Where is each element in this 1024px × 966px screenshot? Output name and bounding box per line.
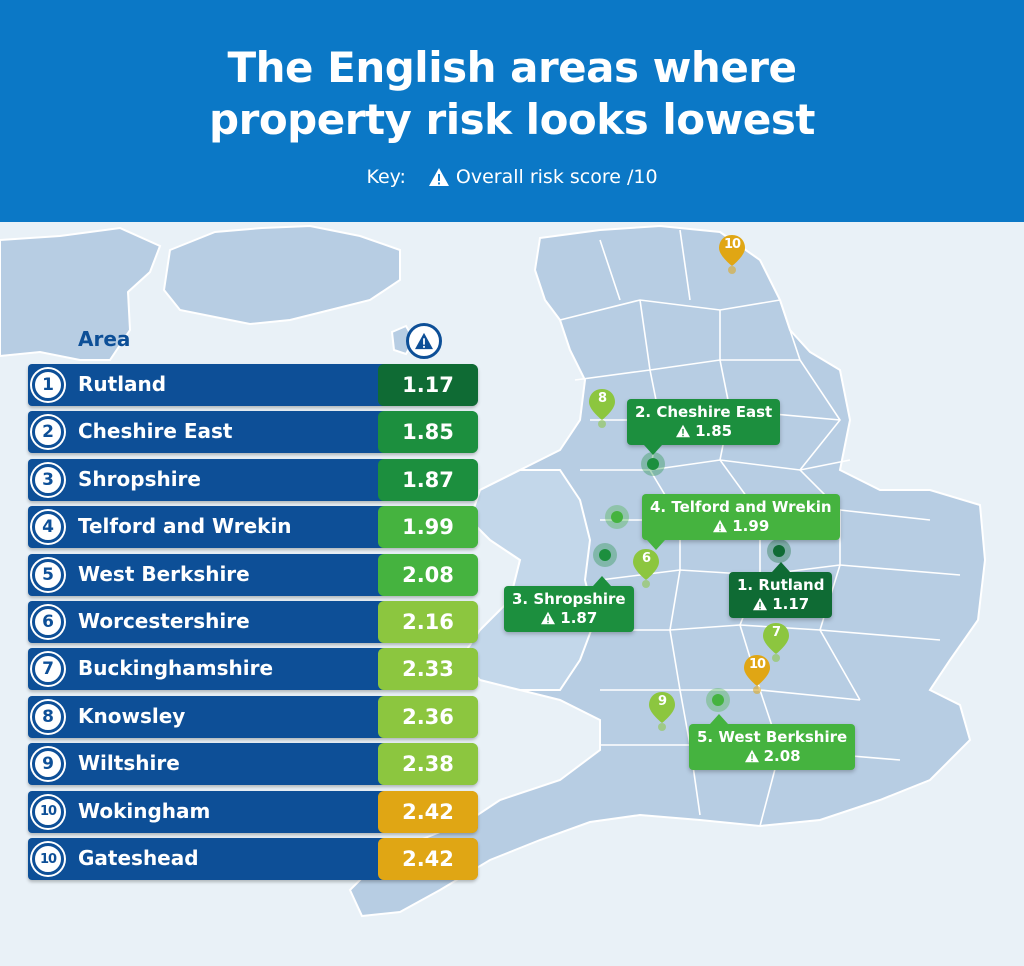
table-row: 1 Rutland 1.17 <box>28 364 478 406</box>
callout-score: 1.17 <box>772 595 810 613</box>
key-legend: Key: Overall risk score /10 <box>0 166 1024 188</box>
area-name: Gateshead <box>78 846 199 870</box>
risk-score: 2.16 <box>378 601 478 643</box>
risk-score: 1.17 <box>378 364 478 406</box>
warning-triangle-icon <box>744 749 759 763</box>
rank-badge: 10 <box>32 795 64 828</box>
table-row: 9 Wiltshire 2.38 <box>28 743 478 786</box>
risk-score: 2.42 <box>378 790 478 833</box>
pin-label: 9 <box>657 694 667 709</box>
warning-triangle-icon <box>415 332 433 350</box>
map-pin-icon: 10 <box>743 654 771 694</box>
map-pin-icon: 7 <box>762 622 790 662</box>
callout-score: 1.85 <box>695 422 733 440</box>
map-pin-icon: 8 <box>588 388 616 428</box>
area-name: Knowsley <box>78 703 186 728</box>
rank-badge: 5 <box>32 558 64 591</box>
area-name: Shropshire <box>78 466 201 491</box>
map-callout: 4. Telford and Wrekin 1.99 <box>642 494 840 550</box>
table-row: 10 Wokingham 2.42 <box>28 790 478 833</box>
key-label: Key: <box>366 166 406 188</box>
rank-badge: 2 <box>32 416 64 449</box>
key-text: Overall risk score /10 <box>455 166 658 188</box>
map-callout: 3. Shropshire 1.87 <box>504 576 634 632</box>
table-row: 5 West Berkshire 2.08 <box>28 553 478 596</box>
table-row: 10 Gateshead 2.42 <box>28 838 478 880</box>
risk-score: 2.08 <box>378 553 478 596</box>
title-line-1: The English areas where <box>227 43 797 92</box>
callout-label: 3. Shropshire <box>512 590 626 608</box>
rank-badge: 7 <box>32 653 64 686</box>
warning-triangle-icon <box>676 424 691 438</box>
table-row: 3 Shropshire 1.87 <box>28 458 478 501</box>
callout-label: 4. Telford and Wrekin <box>650 498 832 516</box>
risk-score: 1.99 <box>378 506 478 549</box>
rank-badge: 3 <box>32 463 64 496</box>
column-header-area: Area <box>78 327 131 351</box>
map-pin-icon: 9 <box>648 691 676 731</box>
risk-score: 2.38 <box>378 743 478 786</box>
risk-score: 2.33 <box>378 648 478 691</box>
pin-label: 7 <box>771 625 781 640</box>
risk-score: 1.87 <box>378 458 478 501</box>
rank-badge: 8 <box>32 700 64 733</box>
table-row: 6 Worcestershire 2.16 <box>28 601 478 643</box>
area-name: Worcestershire <box>78 609 250 633</box>
map-callout: 1. Rutland 1.17 <box>729 562 833 618</box>
area-name: Buckinghamshire <box>78 656 274 681</box>
area-name: Wokingham <box>78 798 211 823</box>
area-name: Rutland <box>78 372 167 396</box>
pin-label: 6 <box>641 551 651 566</box>
table-row: 8 Knowsley 2.36 <box>28 695 478 738</box>
callout-score: 1.99 <box>732 517 770 535</box>
warning-triangle-icon <box>428 168 449 186</box>
pin-label: 8 <box>597 391 607 406</box>
area-name: Telford and Wrekin <box>78 514 292 539</box>
pin-label: 10 <box>723 237 741 252</box>
table-row: 4 Telford and Wrekin 1.99 <box>28 506 478 549</box>
area-name: Wiltshire <box>78 751 180 776</box>
rank-badge: 1 <box>32 369 64 401</box>
callout-label: 1. Rutland <box>737 576 825 594</box>
warning-triangle-icon <box>713 519 728 533</box>
risk-score: 2.42 <box>378 838 478 880</box>
callout-label: 2. Cheshire East <box>635 403 773 421</box>
area-name: Cheshire East <box>78 419 233 444</box>
rank-badge: 10 <box>32 843 64 875</box>
table-row: 2 Cheshire East 1.85 <box>28 411 478 454</box>
map-pin-icon: 6 <box>632 548 660 588</box>
map-callout: 5. West Berkshire 2.08 <box>689 714 856 770</box>
risk-score: 2.36 <box>378 695 478 738</box>
rank-badge: 6 <box>32 606 64 638</box>
callout-score: 1.87 <box>560 609 598 627</box>
rank-badge: 4 <box>32 511 64 544</box>
title-line-2: property risk looks lowest <box>209 95 815 144</box>
risk-score: 1.85 <box>378 411 478 454</box>
rank-badge: 9 <box>32 748 64 781</box>
warning-triangle-icon <box>753 597 768 611</box>
pin-label: 10 <box>748 657 766 672</box>
ireland-landmass <box>0 226 162 361</box>
map-pin-icon: 10 <box>718 234 746 274</box>
area-name: West Berkshire <box>78 561 250 586</box>
wales-landmass <box>458 469 597 691</box>
column-header-score <box>406 323 442 359</box>
map-callout: 2. Cheshire East 1.85 <box>627 399 781 455</box>
warning-triangle-icon <box>541 611 556 625</box>
callout-label: 5. West Berkshire <box>697 728 848 746</box>
scotland-landmass <box>162 224 401 326</box>
callout-score: 2.08 <box>763 747 801 765</box>
header-banner: The English areas where property risk lo… <box>0 0 1024 222</box>
table-row: 7 Buckinghamshire 2.33 <box>28 648 478 691</box>
location-markers <box>593 452 791 712</box>
